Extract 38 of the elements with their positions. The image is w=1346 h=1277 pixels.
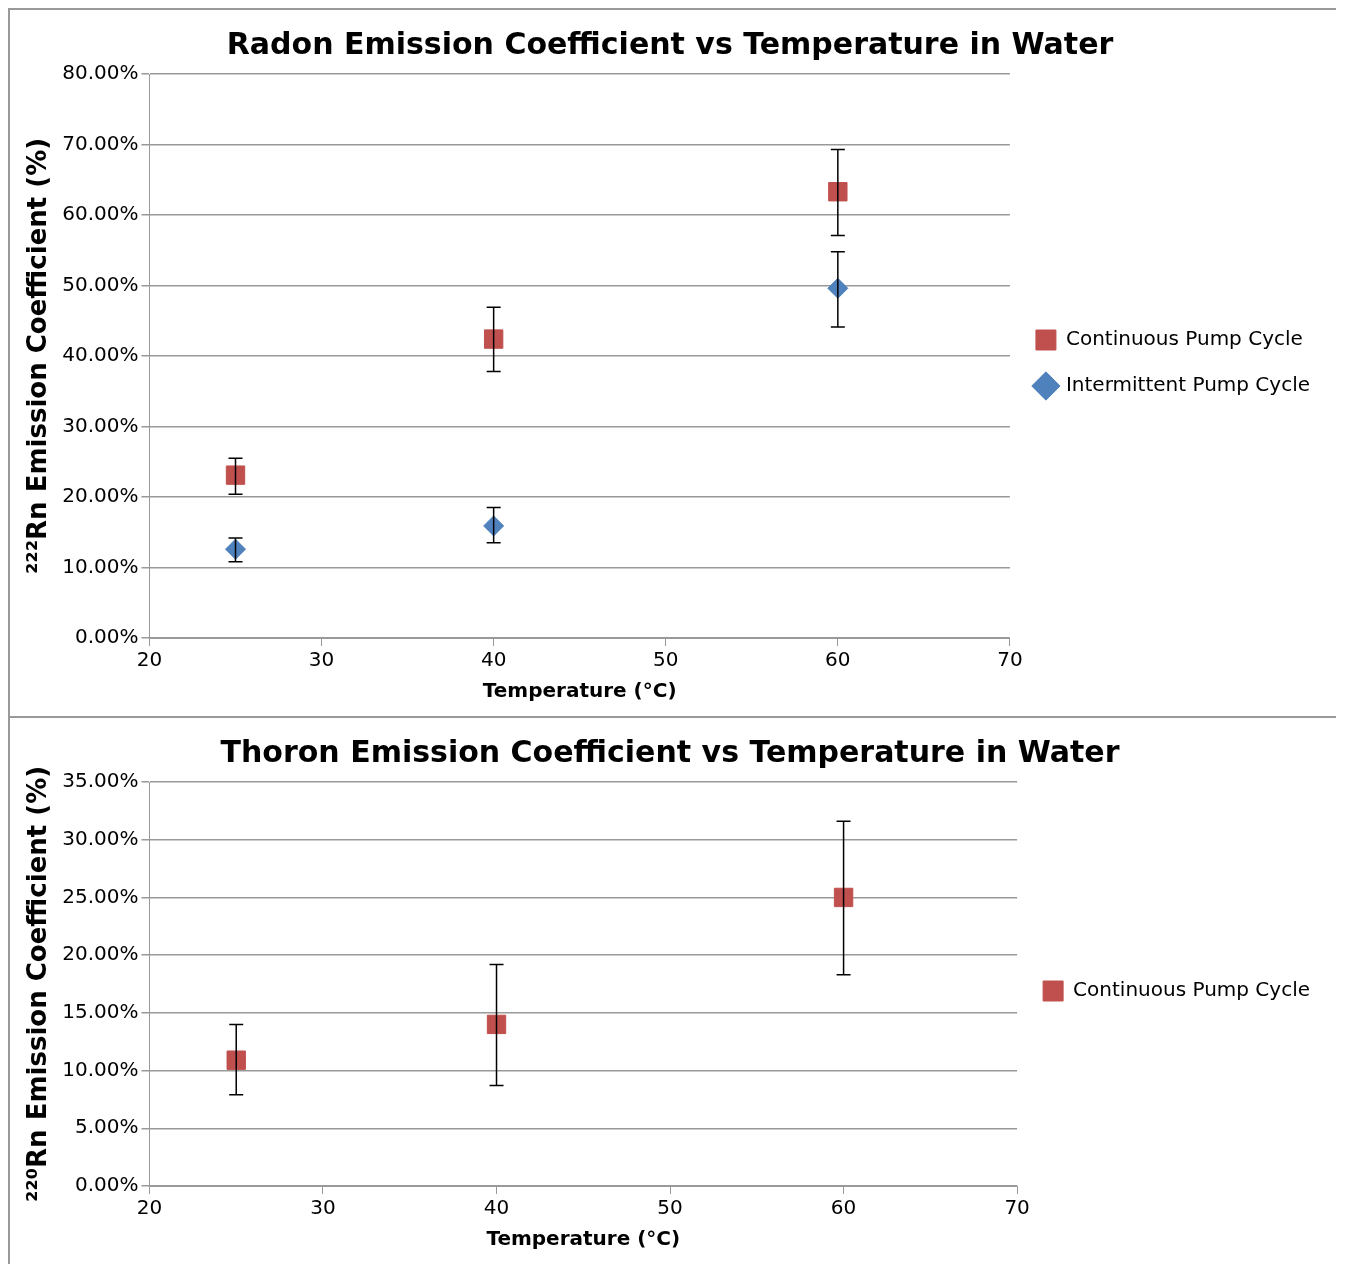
y-tick-label: 15.00% [62,999,139,1024]
x-tick-label: 20 [136,1195,163,1220]
x-tick-label: 30 [308,647,335,672]
y-tick-label: 30.00% [62,412,139,437]
x-tick-label: 20 [136,647,163,672]
y-tick-label: 35.00% [62,768,139,793]
y-tick-label: 40.00% [62,342,139,367]
y-tick-label: 50.00% [62,271,139,296]
y-tick-label: 0.00% [74,624,139,649]
y-tick-label: 0.00% [74,1172,139,1197]
x-tick-label: 50 [657,1195,683,1220]
y-axis-title: ²²²Rn Emission Coefficient (%) [22,137,53,575]
y-tick-label: 10.00% [62,553,139,578]
chart-title: Thoron Emission Coefficient vs Temperature in Water [220,733,1120,769]
x-tick-label: 30 [310,1195,336,1220]
y-tick-label: 5.00% [74,1114,139,1139]
y-tick-label: 20.00% [62,483,139,508]
y-tick-label: 30.00% [62,825,139,850]
y-tick-label: 20.00% [62,941,139,966]
chart-title: Radon Emission Coefficient vs Temperature in Water [226,25,1114,61]
x-axis-title: Temperature (°C) [482,678,677,703]
y-axis-title: ²²⁰Rn Emission Coefficient (%) [22,765,53,1203]
y-tick-label: 60.00% [62,201,139,226]
x-tick-label: 70 [1004,1195,1030,1220]
x-tick-label: 60 [825,647,851,672]
x-tick-label: 40 [483,1195,510,1220]
legend-label: Continuous Pump Cycle [1073,977,1311,1002]
x-tick-label: 50 [653,647,679,672]
legend-label: Continuous Pump Cycle [1065,326,1303,351]
x-tick-label: 70 [997,647,1023,672]
legend-label: Intermittent Pump Cycle [1065,372,1311,397]
x-tick-label: 40 [480,647,507,672]
y-tick-label: 80.00% [62,60,139,85]
y-tick-label: 25.00% [62,883,139,908]
y-tick-label: 70.00% [62,130,139,155]
y-tick-label: 10.00% [62,1056,139,1081]
x-tick-label: 60 [830,1195,857,1220]
x-axis-title: Temperature (°C) [486,1226,681,1251]
